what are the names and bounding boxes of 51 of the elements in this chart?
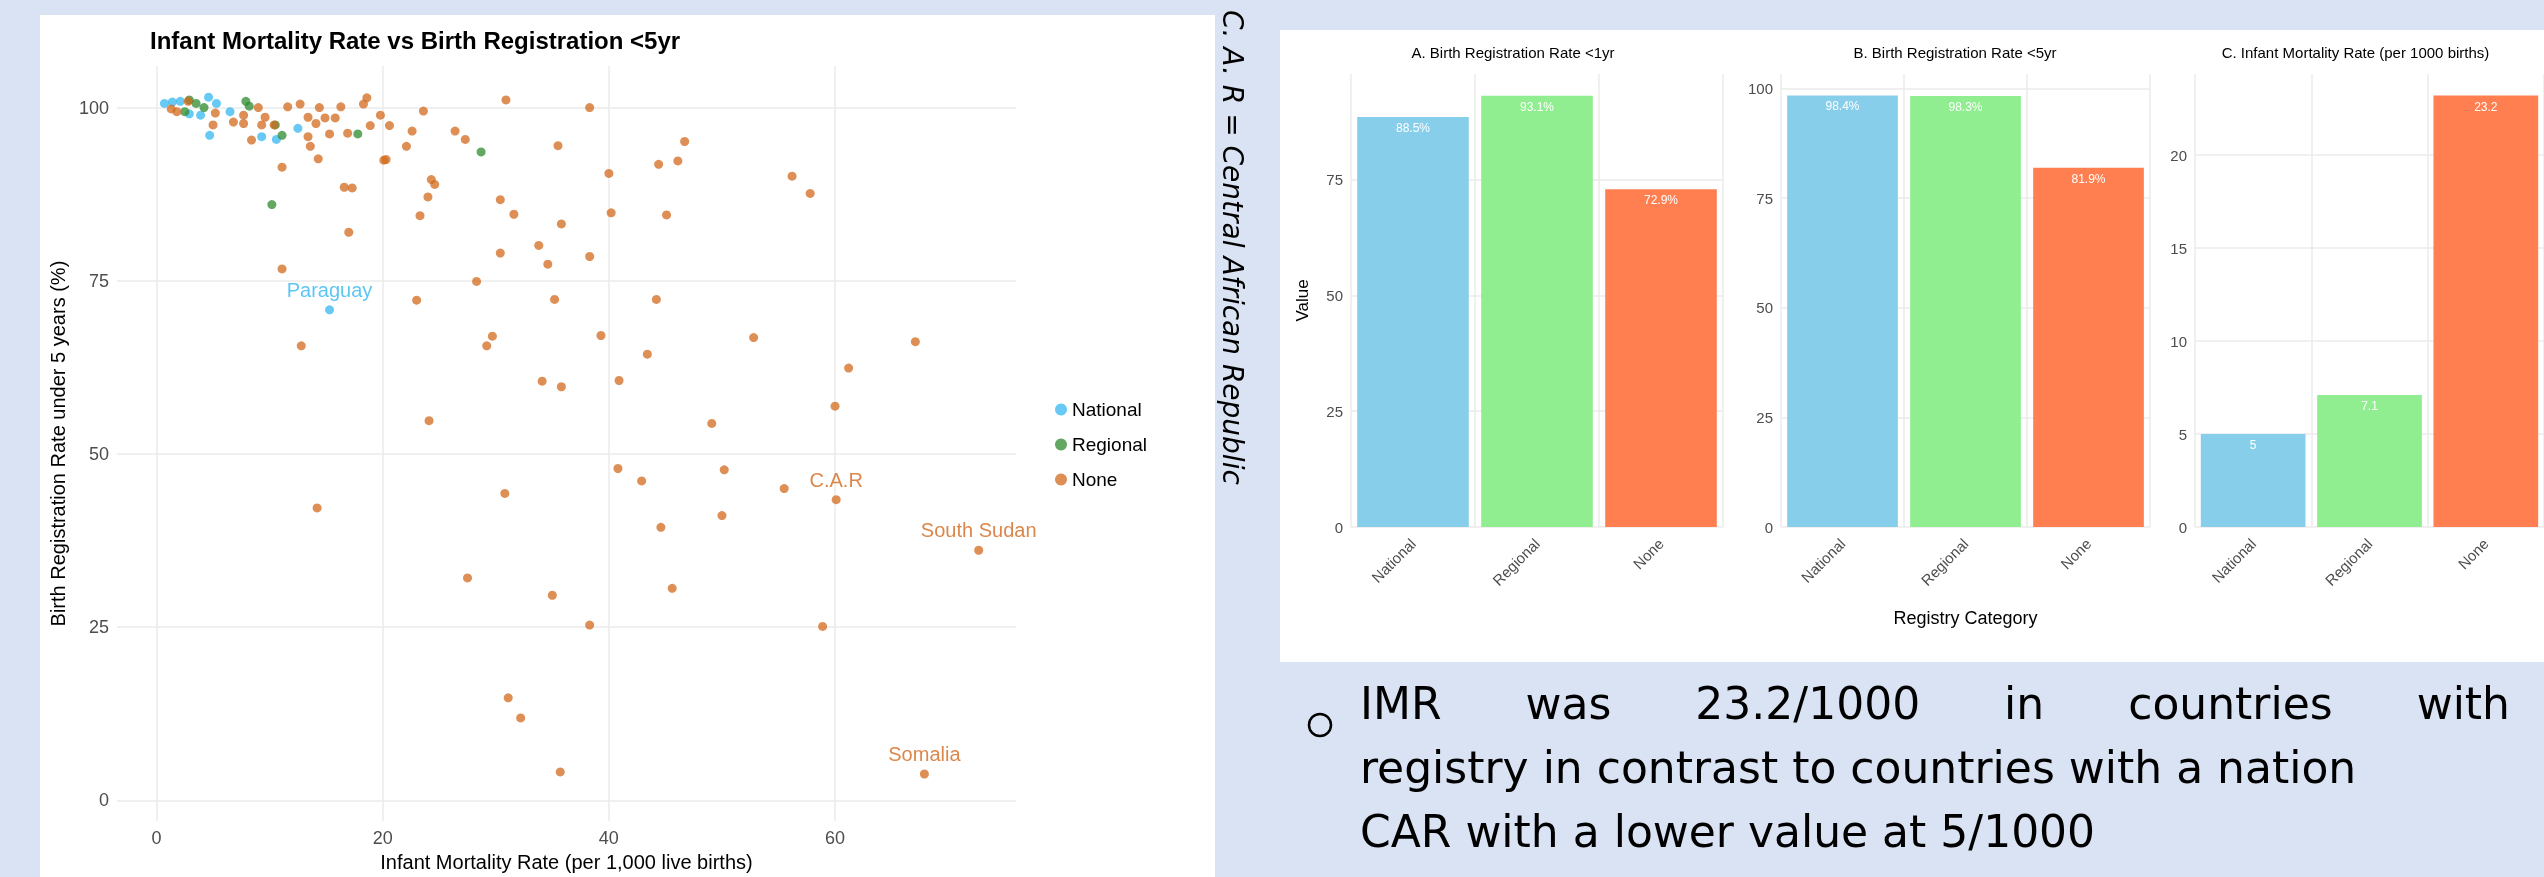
y-tick-label: 50: [88, 443, 109, 464]
y-tick-label: 100: [78, 97, 109, 118]
chart-title: C. Infant Mortality Rate (per 1000 births): [2221, 44, 2490, 61]
text: registry in contrast to countries with a nation: [1360, 741, 2358, 795]
y-axis-title: Birth Registration Rate under 5 years (%): [47, 260, 69, 627]
y-tick-label: 100: [1748, 79, 1774, 97]
data-label: 81.9%: [2071, 171, 2106, 186]
y-tick-label: 50: [1756, 299, 1774, 317]
annotation: Paraguay: [286, 278, 373, 301]
text: IMR was 23.2/1000 in countries with: [1360, 677, 2510, 731]
y-tick-label: 20: [2170, 146, 2187, 164]
text: C. A. R = Central African Republic: [1215, 10, 1250, 487]
chart-title: Infant Mortality Rate vs Birth Registration <5yr: [150, 26, 681, 54]
data-label: 93.1%: [1519, 99, 1555, 114]
y-tick-label: 50: [1326, 286, 1343, 304]
annotation: South Sudan: [920, 519, 1037, 542]
data-label: 88.5%: [1395, 121, 1431, 136]
y-tick-label: 75: [1326, 171, 1343, 189]
chart-title: A. Birth Registration Rate <1yr: [1411, 44, 1615, 61]
data-label: 98.3%: [1948, 99, 1983, 114]
annotation: Somalia: [888, 742, 962, 765]
y-tick-label: 75: [1756, 189, 1774, 207]
data-label: 72.9%: [1643, 193, 1679, 208]
text: CAR with a lower value at 5/1000: [1360, 805, 2097, 859]
x-tick-label: 60: [825, 828, 846, 849]
legend-label: National: [1072, 399, 1142, 420]
data-label: 5: [2249, 438, 2257, 453]
legend-label: Regional: [1072, 434, 1147, 455]
x-tick-label: 20: [372, 828, 393, 849]
data-label: 98.4%: [1825, 99, 1860, 114]
y-tick-label: 0: [2178, 518, 2187, 536]
data-label: 7.1: [2361, 398, 2379, 413]
annotation: C.A.R: [809, 468, 863, 491]
y-tick-label: 25: [1326, 402, 1343, 420]
data-label: 23.2: [2474, 99, 2498, 114]
y-tick-label: 0: [1764, 518, 1774, 536]
y-tick-label: 15: [2170, 239, 2187, 257]
legend-label: None: [1072, 469, 1118, 490]
x-tick-label: 40: [598, 828, 619, 849]
y-tick-label: 5: [2178, 425, 2187, 443]
chart-title: B. Birth Registration Rate <5yr: [1853, 44, 2057, 61]
x-axis-title: Registry Category: [1893, 608, 2038, 628]
y-tick-label: 10: [2170, 332, 2187, 350]
y-axis-title: Value: [1293, 279, 1312, 322]
x-axis-title: Infant Mortality Rate (per 1,000 live births): [380, 851, 753, 873]
y-tick-label: 0: [98, 790, 109, 811]
y-tick-label: 25: [1756, 408, 1774, 426]
x-tick-label: 0: [151, 828, 162, 849]
y-tick-label: 25: [88, 617, 109, 638]
y-tick-label: 75: [88, 270, 109, 291]
y-tick-label: 0: [1334, 518, 1343, 536]
